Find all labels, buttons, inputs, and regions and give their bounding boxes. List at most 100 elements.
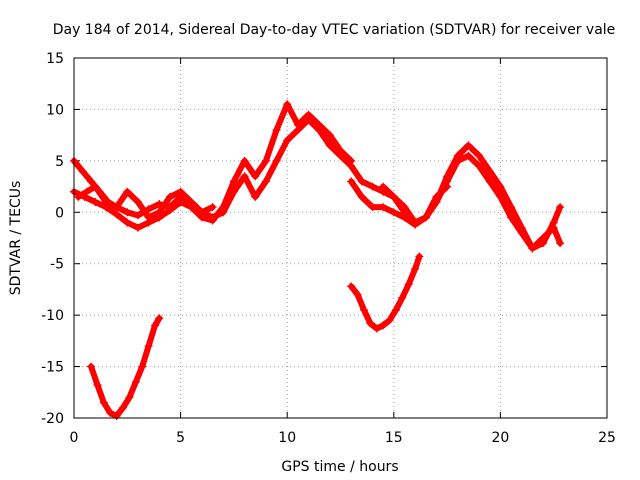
data-point [464, 141, 473, 150]
data-point [443, 172, 452, 181]
y-tick-label: 0 [55, 205, 64, 221]
data-point [119, 403, 128, 412]
data-point [453, 151, 462, 160]
data-point [404, 280, 413, 289]
series-5 [74, 182, 217, 222]
data-point [517, 223, 526, 232]
series-line [71, 116, 451, 231]
data-point [475, 151, 484, 160]
data-point [144, 213, 153, 222]
data-point [229, 187, 238, 196]
data-point [133, 223, 142, 232]
data-point [91, 198, 100, 206]
data-point [131, 378, 140, 386]
data-point [123, 218, 132, 227]
x-axis-label: GPS time / hours [281, 459, 398, 475]
data-point [240, 156, 249, 165]
data-point [151, 321, 160, 330]
data-point [556, 239, 565, 248]
data-point [347, 282, 356, 291]
data-point [496, 182, 505, 191]
data-point [398, 293, 407, 302]
data-point [432, 198, 441, 206]
y-tick-label: 10 [46, 102, 64, 118]
data-point [379, 182, 388, 191]
data-point [368, 182, 377, 191]
x-tick-label: 15 [385, 430, 403, 446]
data-point [176, 187, 185, 196]
data-point [389, 192, 398, 201]
data-point [549, 218, 558, 227]
data-point [556, 203, 565, 212]
series-line [380, 142, 564, 252]
data-point [155, 314, 164, 323]
data-point [325, 131, 334, 140]
y-tick-label: -15 [41, 360, 64, 376]
series-line [88, 315, 163, 419]
data-point [74, 192, 83, 201]
data-point [485, 167, 494, 176]
data-point [347, 162, 356, 170]
data-point [400, 213, 409, 222]
data-point [366, 319, 375, 328]
data-point [261, 156, 270, 165]
data-point [347, 177, 356, 186]
data-point [272, 156, 281, 165]
series-line [348, 152, 564, 252]
series-7 [379, 141, 565, 253]
data-point [197, 208, 206, 217]
series-1 [87, 314, 164, 420]
data-point [208, 213, 217, 222]
data-point [400, 203, 409, 212]
data-point [133, 198, 142, 206]
data-point [391, 306, 400, 314]
data-point [133, 211, 142, 220]
y-tick-label: 5 [55, 154, 64, 170]
data-point [78, 167, 87, 176]
series-line [348, 253, 423, 332]
data-point [304, 115, 313, 124]
x-tick-label: 25 [598, 430, 616, 446]
data-point [272, 126, 281, 134]
data-point [357, 177, 366, 186]
y-axis-label: SDTVAR / TECUs [8, 181, 24, 296]
axis-ticks: 0 5 10 15 20 25 -20 -15 -10 -5 0 5 10 15 [41, 51, 616, 446]
data-point [93, 381, 102, 390]
data-point [379, 203, 388, 212]
data-point [507, 203, 516, 212]
y-tick-label: -5 [50, 257, 64, 273]
series-6 [347, 151, 565, 253]
data-point [357, 192, 366, 201]
data-point [464, 151, 473, 160]
x-tick-label: 20 [491, 430, 509, 446]
data-point [315, 126, 324, 134]
data-point [379, 321, 388, 330]
data-point [336, 151, 345, 160]
data-point [251, 192, 260, 201]
data-point [138, 362, 147, 371]
data-point [155, 208, 164, 217]
series-line [75, 183, 216, 221]
data-point [485, 177, 494, 186]
data-point [87, 362, 96, 371]
y-tick-label: 15 [46, 51, 64, 67]
data-point [415, 252, 424, 261]
series-2 [347, 252, 424, 333]
data-point [101, 198, 110, 206]
data-point [283, 100, 292, 109]
y-tick-label: -20 [41, 411, 64, 427]
data-point [229, 177, 238, 186]
data-point [219, 208, 228, 217]
data-point [372, 324, 381, 333]
data-point [187, 198, 196, 206]
data-point [123, 208, 132, 217]
data-point [82, 187, 91, 196]
data-point [240, 172, 249, 181]
x-tick-label: 0 [70, 430, 79, 446]
data-point [112, 411, 121, 420]
data-point [165, 206, 174, 215]
data-point [325, 141, 334, 150]
data-point [106, 408, 115, 417]
data-point [359, 306, 368, 314]
